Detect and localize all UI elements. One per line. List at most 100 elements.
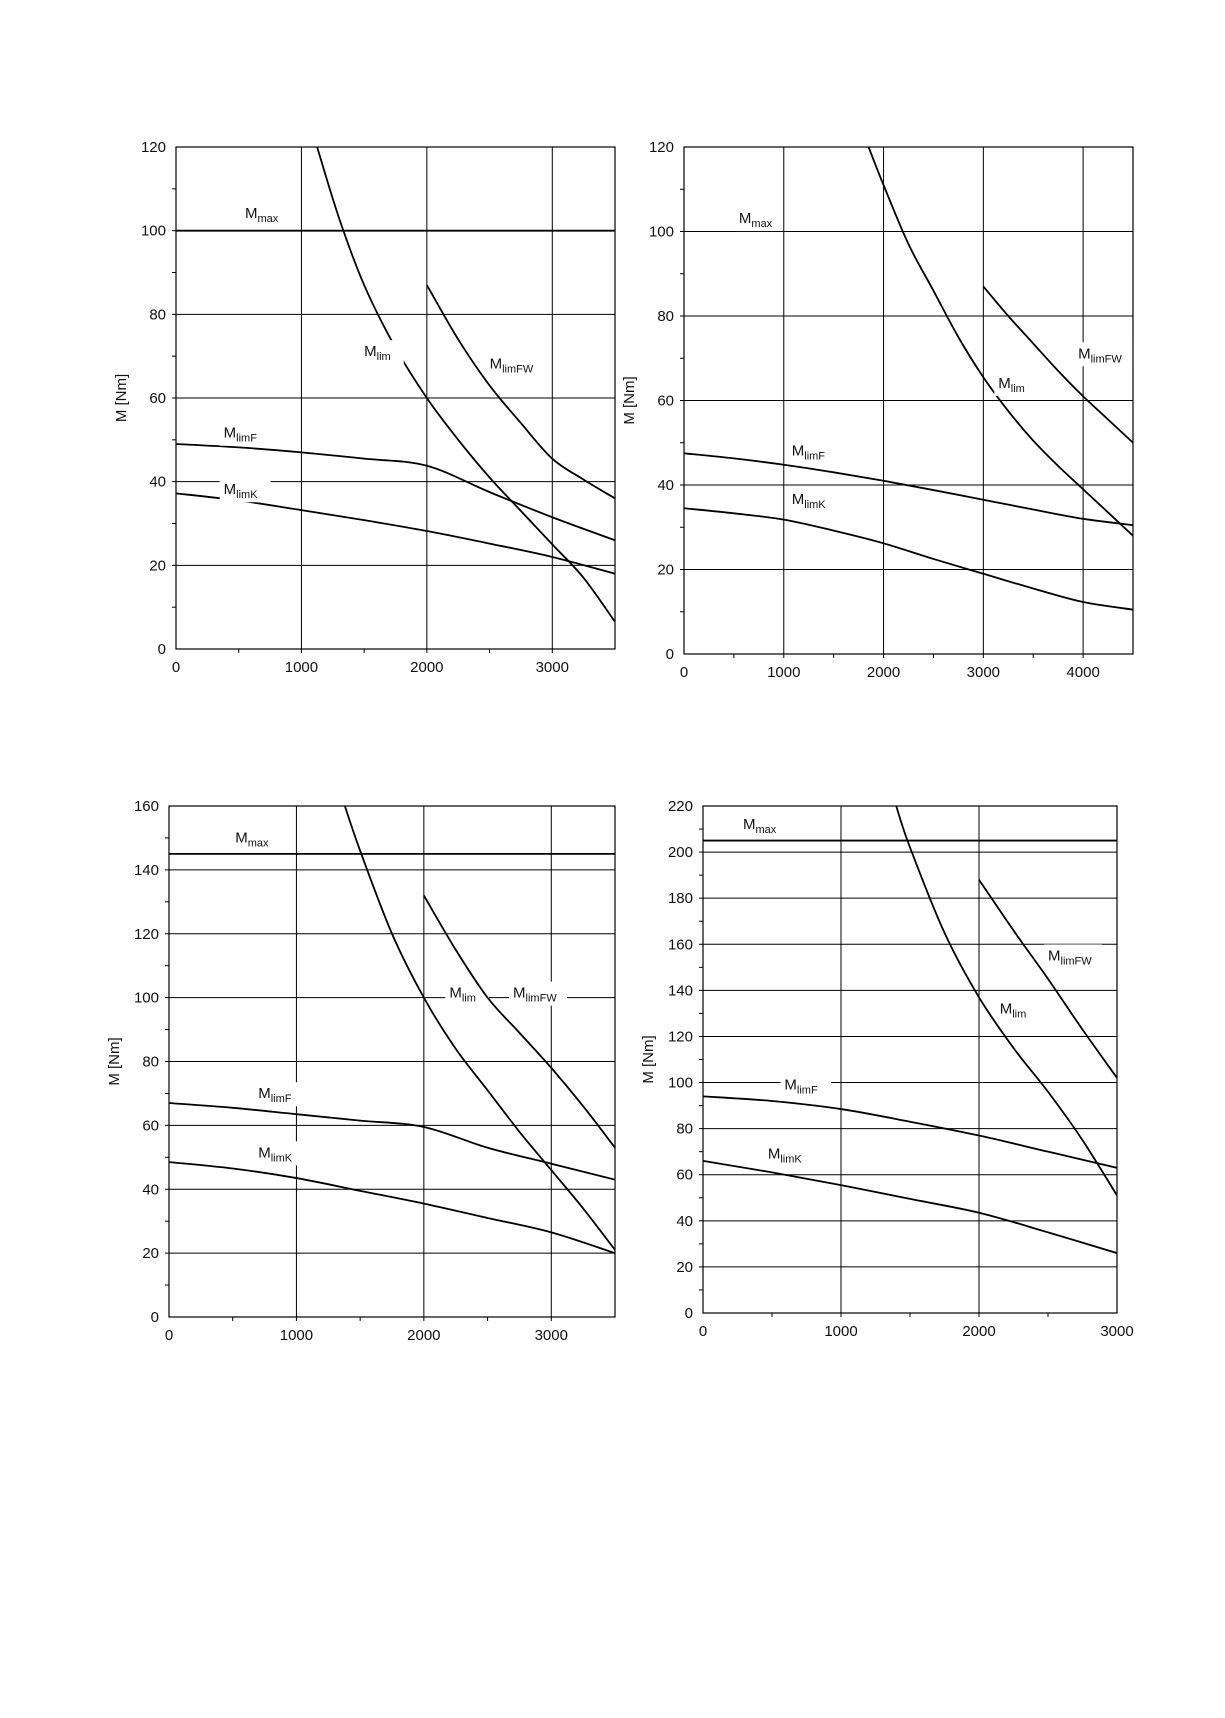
y-tick-label: 120 [668, 1028, 693, 1045]
series-label-backing [739, 813, 783, 838]
series-label-backing [485, 352, 544, 377]
y-tick-label: 180 [668, 890, 693, 907]
x-tick-label: 0 [172, 659, 180, 676]
series-label-Mmax: Mmax [245, 205, 279, 225]
series-label-backing [219, 421, 271, 446]
y-tick-label: 40 [657, 477, 674, 494]
series-label-backing [445, 981, 489, 1006]
y-tick-label: 60 [149, 390, 166, 407]
y-tick-label: 0 [685, 1305, 693, 1322]
series-label-backing [994, 371, 1038, 396]
chart-3: 0 1000 2000 3000 0 20 40 60 80 100 120 140 160 M [Nm]… [106, 798, 616, 1344]
series-label-backing [787, 488, 839, 513]
series-label-Mmax: Mmax [235, 830, 269, 850]
series-line-MlimF [169, 1102, 615, 1181]
series-label-MlimK: MlimK [768, 1146, 803, 1166]
x-tick-label: 0 [699, 1323, 707, 1340]
y-tick-label: 80 [149, 306, 166, 323]
series-label-backing [219, 478, 271, 503]
series-label-Mlim: Mlim [1000, 1000, 1027, 1020]
y-tick-label: 100 [649, 224, 674, 241]
series-label-MlimF: MlimF [784, 1076, 818, 1096]
series-label-MlimFW: MlimFW [490, 356, 534, 376]
plot-frame [683, 146, 1134, 655]
series-label-backing [1074, 342, 1133, 367]
x-tick-label: 1000 [824, 1323, 857, 1340]
series-label-backing [787, 439, 839, 464]
y-tick-label: 100 [141, 223, 166, 240]
series-line-MlimFW [982, 285, 1133, 444]
series-line-MlimF [703, 1095, 1117, 1169]
series-label-MlimFW: MlimFW [513, 985, 557, 1005]
y-tick-label: 120 [649, 139, 674, 156]
x-tick-label: 4000 [1066, 664, 1099, 681]
y-tick-label: 20 [657, 562, 674, 579]
y-axis-label: M [Nm] [106, 1037, 123, 1085]
series-line-MlimFW [978, 879, 1117, 1079]
series-label-backing [734, 207, 779, 232]
x-tick-label: 0 [165, 1327, 173, 1344]
x-tick-label: 3000 [535, 1327, 568, 1344]
series-line-MlimK [703, 1160, 1117, 1254]
series-label-backing [1044, 944, 1102, 969]
series-line-MlimFW [426, 284, 615, 500]
y-tick-label: 100 [134, 990, 159, 1007]
y-tick-label: 80 [142, 1054, 159, 1071]
series-label-backing [995, 997, 1040, 1022]
series-label-backing [254, 1082, 305, 1107]
series-line-Mlim [343, 806, 615, 1251]
y-tick-label: 160 [134, 798, 159, 815]
x-tick-label: 2000 [410, 659, 443, 676]
y-tick-label: 20 [676, 1259, 693, 1276]
y-tick-label: 40 [142, 1181, 159, 1198]
series-line-MlimK [169, 1161, 615, 1254]
x-tick-label: 3000 [967, 664, 1000, 681]
series-line-MlimF [176, 443, 615, 542]
series-label-backing [780, 1073, 832, 1098]
series-label-MlimFW: MlimFW [1078, 345, 1122, 365]
series-label-backing [231, 826, 275, 851]
y-tick-label: 20 [149, 557, 166, 574]
series-line-MlimFW [423, 894, 615, 1149]
series-line-Mlim [867, 147, 1133, 537]
series-label-backing [254, 1141, 305, 1166]
y-tick-label: 40 [676, 1213, 693, 1230]
y-tick-label: 0 [666, 646, 674, 663]
y-tick-label: 220 [668, 798, 693, 815]
plot-frame [168, 805, 616, 1318]
series-label-Mlim: Mlim [449, 985, 476, 1005]
series-label-backing [763, 1142, 815, 1167]
y-tick-label: 0 [158, 641, 166, 658]
y-tick-label: 0 [151, 1309, 159, 1326]
series-line-Mlim [316, 147, 615, 623]
series-line-Mlim [895, 806, 1117, 1196]
y-tick-label: 140 [134, 862, 159, 879]
y-tick-label: 100 [668, 1075, 693, 1092]
y-tick-label: 60 [657, 393, 674, 410]
y-tick-label: 200 [668, 844, 693, 861]
y-axis-label: M [Nm] [621, 376, 638, 424]
y-tick-label: 60 [142, 1117, 159, 1134]
x-tick-label: 1000 [767, 664, 800, 681]
y-tick-label: 80 [676, 1121, 693, 1138]
y-tick-label: 120 [134, 926, 159, 943]
y-tick-label: 120 [141, 139, 166, 156]
series-label-MlimK: MlimK [792, 491, 827, 511]
x-tick-label: 2000 [962, 1323, 995, 1340]
series-line-MlimF [684, 452, 1133, 527]
x-tick-label: 3000 [1100, 1323, 1133, 1340]
series-label-MlimK: MlimK [224, 481, 259, 501]
y-tick-label: 20 [142, 1245, 159, 1262]
plot-frame [175, 146, 616, 650]
y-tick-label: 160 [668, 936, 693, 953]
chart-4: 0 1000 2000 3000 0 20 40 60 80 100 120 140 160 180 200… [640, 798, 1134, 1340]
y-tick-label: 60 [676, 1167, 693, 1184]
x-tick-label: 2000 [867, 664, 900, 681]
x-tick-label: 1000 [285, 659, 318, 676]
series-label-backing [360, 340, 404, 365]
series-label-MlimFW: MlimFW [1048, 947, 1092, 967]
series-label-Mmax: Mmax [743, 816, 777, 836]
series-line-MlimK [684, 507, 1133, 611]
series-label-Mlim: Mlim [998, 375, 1025, 395]
